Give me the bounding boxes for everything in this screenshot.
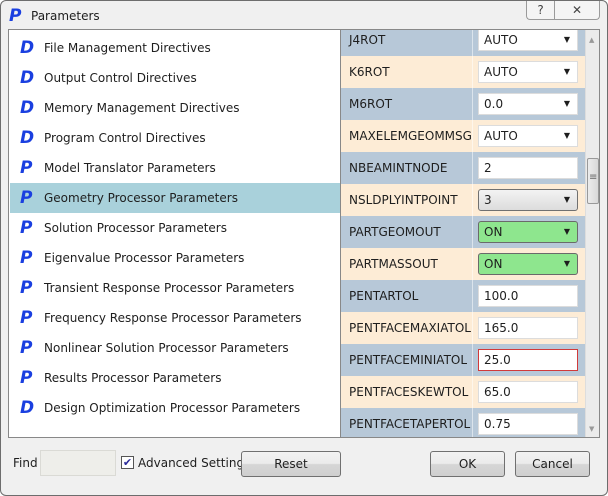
parameter-row: PARTGEOMOUT ON	[341, 216, 585, 248]
category-item[interactable]: D File Management Directives	[10, 33, 340, 63]
category-item[interactable]: D Design Optimization Processor Parameter…	[10, 393, 340, 423]
scrollbar[interactable]: ▲ ▼	[585, 30, 599, 437]
parameter-dropdown[interactable]: 3	[478, 189, 578, 211]
category-item[interactable]: P Frequency Response Processor Parameters	[10, 303, 340, 333]
category-item[interactable]: P Eigenvalue Processor Parameters	[10, 243, 340, 273]
category-item[interactable]: D Program Control Directives	[10, 123, 340, 153]
parameter-row: PENTFACESKEWTOL 65.0	[341, 376, 585, 408]
parameter-row: PENTFACEMINIATOL 25.0	[341, 344, 585, 376]
parameter-grid: J4ROT AUTO K6ROT AUTO M6ROT 0.0 MAXELEMGEOMMSG…	[341, 29, 600, 438]
parameter-row: PENTFACETAPERTOL 0.75	[341, 408, 585, 437]
parameter-row: J4ROT AUTO	[341, 30, 585, 56]
parameter-name: PENTFACEMAXIATOL	[349, 321, 471, 335]
category-label: Memory Management Directives	[44, 101, 240, 115]
title-bar: P Parameters	[9, 6, 100, 26]
parameter-name: PENTFACESKEWTOL	[349, 385, 469, 399]
parameter-input[interactable]: 2	[478, 157, 578, 179]
parameter-p-icon: P	[20, 308, 33, 328]
category-label: Model Translator Parameters	[44, 161, 216, 175]
parameter-row: NSLDPLYINTPOINT 3	[341, 184, 585, 216]
parameter-dropdown[interactable]: AUTO	[478, 125, 578, 147]
parameter-dropdown[interactable]: AUTO	[478, 61, 578, 83]
find-input[interactable]	[40, 450, 116, 476]
parameter-row: PENTARTOL 100.0	[341, 280, 585, 312]
parameter-name: M6ROT	[349, 97, 393, 111]
directive-d-icon: D	[20, 68, 35, 88]
parameter-p-icon: P	[20, 218, 33, 238]
parameter-name: PENTFACETAPERTOL	[349, 417, 471, 431]
parameter-p-icon: P	[20, 248, 33, 268]
reset-button[interactable]: Reset	[241, 451, 341, 477]
parameter-input[interactable]: 165.0	[478, 317, 578, 339]
category-item[interactable]: P Geometry Processor Parameters	[10, 183, 340, 213]
category-label: Geometry Processor Parameters	[44, 191, 238, 205]
window-title: Parameters	[31, 9, 100, 23]
scroll-up-icon[interactable]: ▲	[589, 36, 595, 44]
category-item[interactable]: D Memory Management Directives	[10, 93, 340, 123]
category-label: Frequency Response Processor Parameters	[44, 311, 302, 325]
category-label: Solution Processor Parameters	[44, 221, 227, 235]
parameter-name: PARTGEOMOUT	[349, 225, 441, 239]
parameter-name: PENTFACEMINIATOL	[349, 353, 468, 367]
scrollbar-thumb[interactable]	[587, 158, 599, 204]
parameter-row: M6ROT 0.0	[341, 88, 585, 120]
parameter-row: PARTMASSOUT ON	[341, 248, 585, 280]
directive-d-icon: D	[20, 128, 35, 148]
parameter-p-icon: P	[20, 338, 33, 358]
parameter-name: MAXELEMGEOMMSG	[349, 129, 472, 143]
scroll-down-icon[interactable]: ▼	[589, 425, 595, 433]
find-label: Find	[13, 456, 38, 470]
category-label: Results Processor Parameters	[44, 371, 222, 385]
parameter-row: MAXELEMGEOMMSG AUTO	[341, 120, 585, 152]
parameter-input[interactable]: 0.75	[478, 413, 578, 435]
parameter-name: J4ROT	[349, 33, 386, 47]
parameter-dropdown[interactable]: ON	[478, 221, 578, 243]
parameter-dropdown[interactable]: AUTO	[478, 30, 578, 51]
parameter-row: NBEAMINTNODE 2	[341, 152, 585, 184]
category-item[interactable]: P Transient Response Processor Parameters	[10, 273, 340, 303]
category-label: Output Control Directives	[44, 71, 197, 85]
advanced-settings-checkbox[interactable]: ✔	[121, 456, 134, 469]
app-p-icon: P	[9, 6, 22, 26]
parameter-name: PENTARTOL	[349, 289, 419, 303]
category-label: Nonlinear Solution Processor Parameters	[44, 341, 289, 355]
category-item[interactable]: P Results Processor Parameters	[10, 363, 340, 393]
category-label: Design Optimization Processor Parameters	[44, 401, 301, 415]
category-label: Transient Response Processor Parameters	[44, 281, 295, 295]
parameter-p-icon: P	[20, 368, 33, 388]
category-item[interactable]: P Model Translator Parameters	[10, 153, 340, 183]
parameter-p-icon: P	[20, 278, 33, 298]
advanced-settings-label[interactable]: Advanced Settings	[138, 456, 251, 470]
cancel-button[interactable]: Cancel	[515, 451, 590, 477]
parameter-dropdown[interactable]: 0.0	[478, 93, 578, 115]
directive-d-icon: D	[20, 98, 35, 118]
help-button[interactable]: ?	[526, 1, 554, 20]
parameter-input[interactable]: 25.0	[478, 349, 578, 371]
parameter-row: PENTFACEMAXIATOL 165.0	[341, 312, 585, 344]
category-list: D File Management Directives D Output Contr…	[8, 29, 341, 438]
parameter-name: NBEAMINTNODE	[349, 161, 448, 175]
category-item[interactable]: D Output Control Directives	[10, 63, 340, 93]
parameter-dropdown[interactable]: ON	[478, 253, 578, 275]
close-button[interactable]: ✕	[554, 1, 600, 20]
parameter-input[interactable]: 100.0	[478, 285, 578, 307]
directive-d-icon: D	[20, 38, 35, 58]
category-label: Program Control Directives	[44, 131, 206, 145]
parameter-p-icon: P	[20, 188, 33, 208]
parameter-name: NSLDPLYINTPOINT	[349, 193, 458, 207]
parameter-name: PARTMASSOUT	[349, 257, 438, 271]
parameter-row: K6ROT AUTO	[341, 56, 585, 88]
ok-button[interactable]: OK	[430, 451, 505, 477]
category-item[interactable]: P Solution Processor Parameters	[10, 213, 340, 243]
category-label: Eigenvalue Processor Parameters	[44, 251, 245, 265]
parameter-input[interactable]: 65.0	[478, 381, 578, 403]
directive-d-icon: D	[20, 398, 35, 418]
parameter-p-icon: P	[20, 158, 33, 178]
category-item[interactable]: P Nonlinear Solution Processor Parameters	[10, 333, 340, 363]
parameter-name: K6ROT	[349, 65, 390, 79]
category-label: File Management Directives	[44, 41, 211, 55]
